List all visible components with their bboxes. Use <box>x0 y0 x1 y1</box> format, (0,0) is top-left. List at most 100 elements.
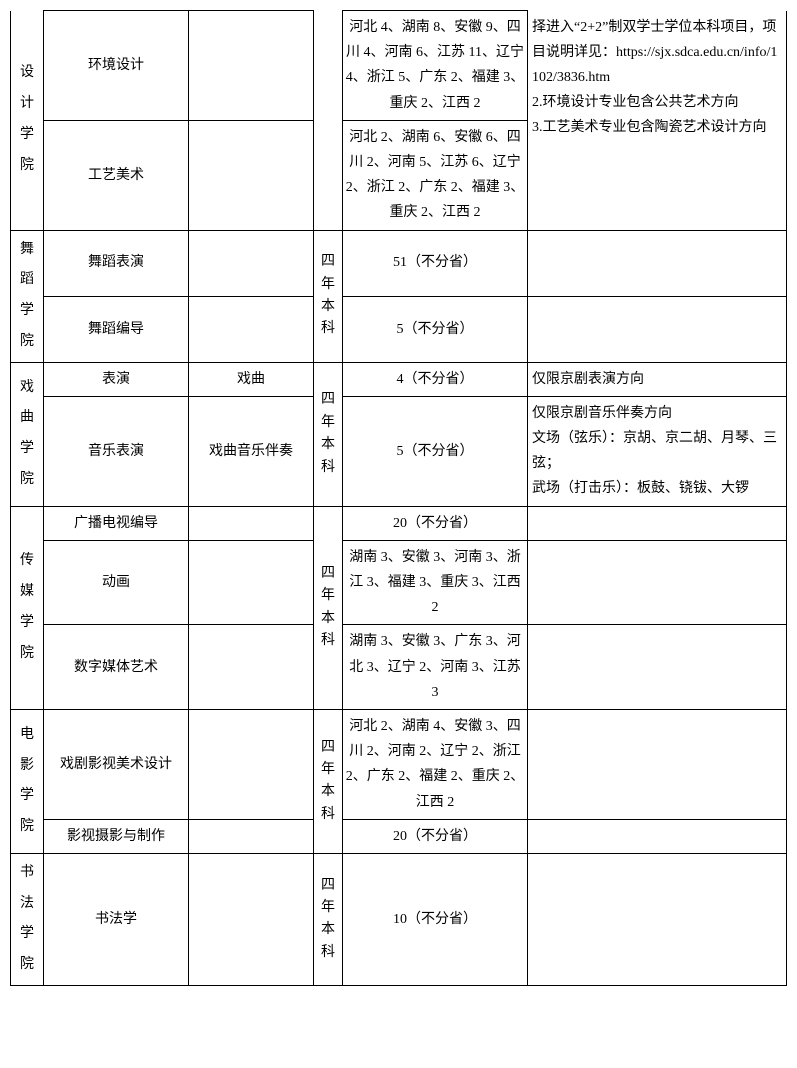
duration-film: 四 年 本 科 <box>314 709 343 853</box>
major-craft: 工艺美术 <box>44 120 189 230</box>
major-animation: 动画 <box>44 540 189 625</box>
major-filmphoto: 影视摄影与制作 <box>44 819 189 853</box>
duration-cell <box>314 11 343 231</box>
major-perform: 表演 <box>44 362 189 396</box>
major-calligraphy: 书法学 <box>44 853 189 985</box>
college-media: 传 媒 学 院 <box>11 506 44 709</box>
duration-dance: 四 年 本 科 <box>314 230 343 362</box>
char: 科 <box>316 318 340 340</box>
direction-empty <box>189 11 314 121</box>
note-empty <box>528 625 787 710</box>
quota-danceperf: 51（不分省） <box>343 230 528 296</box>
char: 法 <box>13 889 41 920</box>
char: 四 <box>316 737 340 759</box>
char: 年 <box>316 759 340 781</box>
char: 本 <box>316 781 340 803</box>
note-perform: 仅限京剧表演方向 <box>528 362 787 396</box>
note-empty <box>528 709 787 819</box>
char: 年 <box>316 274 340 296</box>
note-empty <box>528 819 787 853</box>
note-empty <box>528 230 787 296</box>
duration-opera: 四 年 本 科 <box>314 362 343 506</box>
direction-empty <box>189 296 314 362</box>
direction-empty <box>189 819 314 853</box>
direction-empty <box>189 625 314 710</box>
quota-perform: 4（不分省） <box>343 362 528 396</box>
direction-empty <box>189 540 314 625</box>
major-digitalmedia: 数字媒体艺术 <box>44 625 189 710</box>
char: 学 <box>13 296 41 327</box>
quota-broadcast: 20（不分省） <box>343 506 528 540</box>
char: 戏 <box>13 373 41 404</box>
char: 科 <box>316 457 340 479</box>
quota-filmphoto: 20（不分省） <box>343 819 528 853</box>
quota-digitalmedia: 湖南 3、安徽 3、广东 3、河北 3、辽宁 2、河南 3、江苏 3 <box>343 625 528 710</box>
char: 蹈 <box>13 265 41 296</box>
direction-empty <box>189 709 314 819</box>
direction-empty <box>189 230 314 296</box>
char: 本 <box>316 296 340 318</box>
note-empty <box>528 540 787 625</box>
quota-craft: 河北 2、湖南 6、安徽 6、四川 2、河南 5、江苏 6、辽宁 2、浙江 2、… <box>343 120 528 230</box>
quota-dancechoreo: 5（不分省） <box>343 296 528 362</box>
char: 影 <box>13 751 41 782</box>
char: 本 <box>316 434 340 456</box>
char: 科 <box>316 942 340 964</box>
duration-media: 四 年 本 科 <box>314 506 343 709</box>
char: 舞 <box>13 235 41 266</box>
char: 计 <box>13 89 41 120</box>
char: 学 <box>13 781 41 812</box>
direction-empty <box>189 853 314 985</box>
char: 院 <box>13 639 41 670</box>
char: 年 <box>316 585 340 607</box>
major-danceperf: 舞蹈表演 <box>44 230 189 296</box>
college-opera: 戏 曲 学 院 <box>11 362 44 506</box>
admissions-table: 设 计 学 院 环境设计 河北 4、湖南 8、安徽 9、四川 4、河南 6、江苏… <box>10 10 787 986</box>
char: 学 <box>13 434 41 465</box>
major-broadcast: 广播电视编导 <box>44 506 189 540</box>
note-empty <box>528 853 787 985</box>
quota-musicperf: 5（不分省） <box>343 396 528 506</box>
note-design: 择进入“2+2”制双学士学位本科项目，项目说明详见：https://sjx.sd… <box>528 11 787 231</box>
char: 学 <box>13 919 41 950</box>
char: 电 <box>13 720 41 751</box>
quota-dramaart: 河北 2、湖南 4、安徽 3、四川 2、河南 2、辽宁 2、浙江 2、广东 2、… <box>343 709 528 819</box>
char: 院 <box>13 327 41 358</box>
college-design: 设 计 学 院 <box>11 11 44 231</box>
char: 四 <box>316 563 340 585</box>
char: 科 <box>316 630 340 652</box>
char: 院 <box>13 950 41 981</box>
note-empty <box>528 296 787 362</box>
direction-empty <box>189 506 314 540</box>
char: 院 <box>13 151 41 182</box>
major-envdesign: 环境设计 <box>44 11 189 121</box>
college-calli: 书 法 学 院 <box>11 853 44 985</box>
char: 本 <box>316 608 340 630</box>
major-dancechoreo: 舞蹈编导 <box>44 296 189 362</box>
char: 本 <box>316 919 340 941</box>
direction-empty <box>189 120 314 230</box>
quota-envdesign: 河北 4、湖南 8、安徽 9、四川 4、河南 6、江苏 11、辽宁 4、浙江 5… <box>343 11 528 121</box>
char: 院 <box>13 812 41 843</box>
char: 媒 <box>13 577 41 608</box>
direction-musicperf: 戏曲音乐伴奏 <box>189 396 314 506</box>
direction-perform: 戏曲 <box>189 362 314 396</box>
college-film: 电 影 学 院 <box>11 709 44 853</box>
char: 学 <box>13 608 41 639</box>
char: 曲 <box>13 403 41 434</box>
major-dramaart: 戏剧影视美术设计 <box>44 709 189 819</box>
char: 学 <box>13 120 41 151</box>
char: 院 <box>13 465 41 496</box>
major-musicperf: 音乐表演 <box>44 396 189 506</box>
note-musicperf: 仅限京剧音乐伴奏方向 文场（弦乐）：京胡、京二胡、月琴、三弦； 武场（打击乐）：… <box>528 396 787 506</box>
duration-calli: 四 年 本 科 <box>314 853 343 985</box>
char: 四 <box>316 389 340 411</box>
char: 科 <box>316 804 340 826</box>
college-dance: 舞 蹈 学 院 <box>11 230 44 362</box>
quota-calligraphy: 10（不分省） <box>343 853 528 985</box>
char: 传 <box>13 546 41 577</box>
char: 设 <box>13 58 41 89</box>
char: 年 <box>316 897 340 919</box>
char: 四 <box>316 875 340 897</box>
char: 书 <box>13 858 41 889</box>
